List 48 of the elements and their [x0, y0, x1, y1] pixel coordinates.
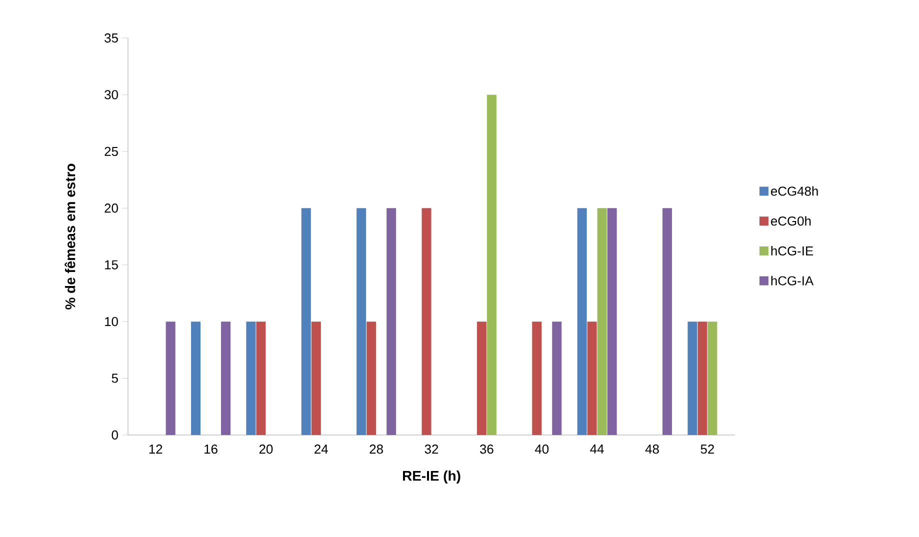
- bar: [587, 322, 597, 435]
- y-tick-label: 20: [104, 204, 118, 213]
- bar: [221, 322, 231, 435]
- bar: [476, 322, 486, 435]
- x-tick-label: 28: [370, 444, 383, 454]
- legend-label: hCG-IE: [771, 246, 814, 256]
- x-tick-label: 52: [700, 444, 714, 454]
- y-tick-label: 35: [104, 33, 118, 43]
- bar: [301, 208, 311, 435]
- bar: [246, 322, 256, 435]
- x-tick-label: 16: [204, 444, 218, 454]
- y-tick-label: 0: [112, 430, 118, 440]
- x-tick-label: 12: [149, 444, 162, 454]
- bar: [366, 322, 376, 435]
- bar: [422, 208, 432, 435]
- x-tick-label: 24: [314, 444, 328, 454]
- x-axis-title: RE-IE (h): [403, 470, 460, 484]
- legend-label: eCG48h: [770, 186, 818, 196]
- bar: [708, 322, 718, 435]
- bar: [698, 322, 708, 435]
- legend-label: hCG-IA: [771, 276, 814, 286]
- x-tick-label: 44: [590, 444, 604, 454]
- y-tick-label: 5: [112, 374, 118, 383]
- bar: [607, 208, 617, 435]
- bar: [486, 94, 496, 435]
- y-axis-title: % de fêmeas em estro: [64, 164, 76, 310]
- bar: [597, 208, 607, 435]
- x-tick-label: 36: [480, 444, 494, 454]
- x-tick-label: 48: [645, 444, 659, 454]
- y-tick-label: 30: [104, 90, 118, 100]
- x-tick-label: 32: [424, 444, 438, 454]
- bar: [688, 322, 698, 435]
- bar: [386, 208, 396, 435]
- bar: [166, 322, 176, 435]
- bar: [256, 322, 266, 435]
- legend-label: eCG0h: [770, 216, 811, 226]
- bar: [356, 208, 366, 435]
- y-tick-label: 10: [105, 316, 118, 326]
- bar: [311, 322, 321, 435]
- bar: [552, 322, 562, 435]
- y-tick-label: 15: [105, 260, 118, 270]
- x-tick-label: 20: [259, 444, 273, 454]
- x-tick-label: 40: [534, 444, 549, 454]
- bar: [191, 322, 201, 435]
- bar: [662, 208, 672, 435]
- bar: [577, 208, 587, 435]
- bar: [532, 322, 542, 435]
- y-tick-label: 25: [104, 146, 118, 156]
